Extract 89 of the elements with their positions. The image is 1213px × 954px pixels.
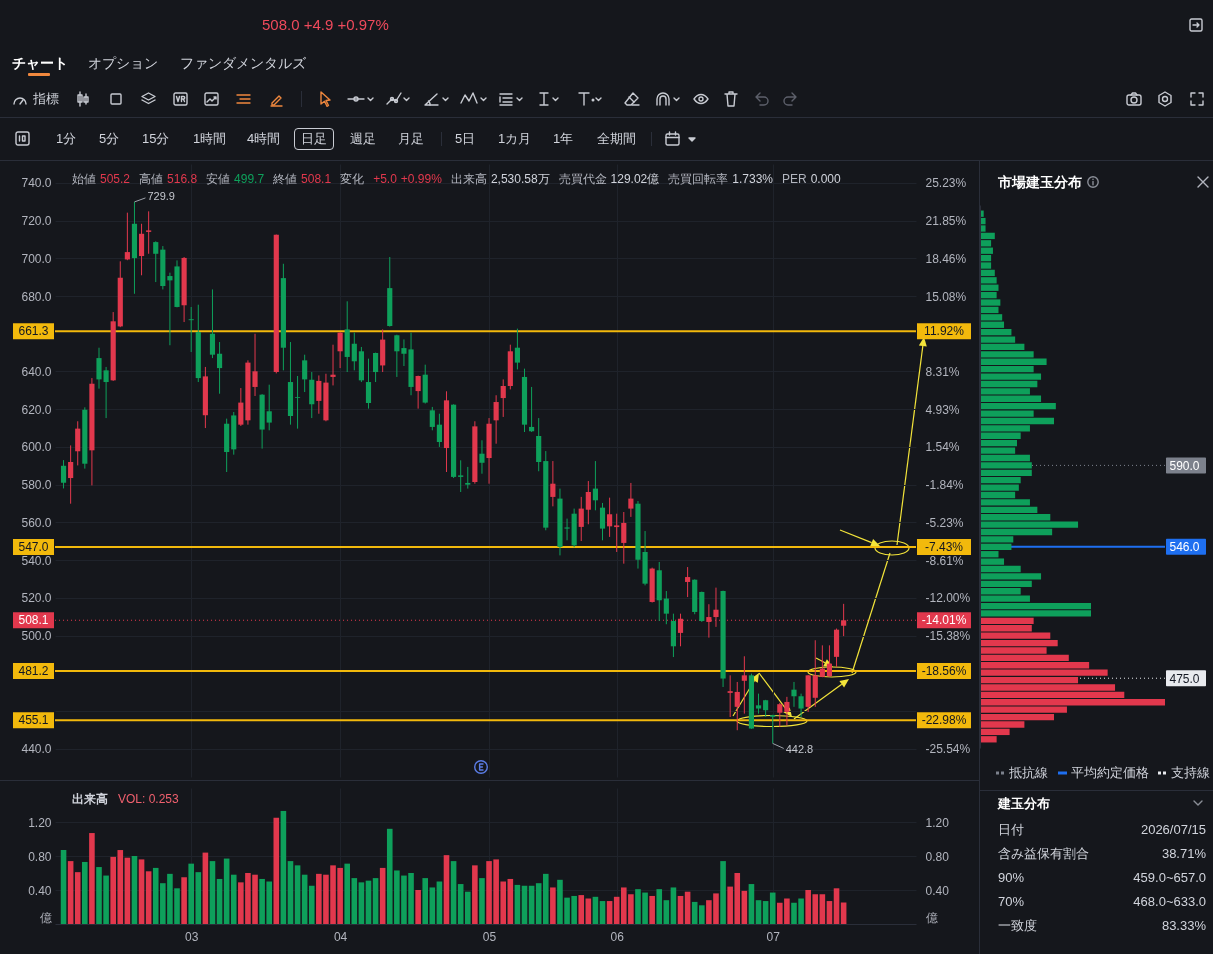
text: ファンダメンタルズ: [180, 54, 306, 72]
y2-tick-label: 15.08%: [925, 289, 967, 304]
text: 83.33%: [1161, 917, 1206, 935]
text: 1分: [56, 130, 77, 148]
y-tick-label: 720.0: [21, 214, 52, 229]
text: 70%: [998, 893, 1025, 911]
y-tick-label: 440.0: [21, 742, 52, 757]
x-tick-label: 07: [766, 929, 781, 944]
annotation: 442.8: [785, 743, 814, 756]
y2-tick-label: -5.23%: [925, 515, 964, 530]
text: 平均約定価格: [1070, 765, 1149, 782]
y-tick-label: 0.80: [28, 849, 52, 864]
y-tick-label: 0.40: [28, 883, 52, 898]
y2-tick-label: 0.40: [925, 883, 950, 898]
ref-line-label: 547.0: [18, 539, 49, 554]
y-tick-label: 546.0: [1169, 540, 1200, 555]
text: チャート: [12, 54, 68, 72]
y2-tick-label: -25.54%: [925, 742, 971, 757]
text: -18.56%: [921, 664, 967, 678]
y2-tick-label: -8.61%: [925, 553, 964, 568]
text: 459.0~657.0: [1133, 869, 1206, 887]
text: 4時間: [247, 130, 281, 148]
text: 建玉分布: [998, 795, 1050, 813]
y-tick-label: 540.0: [21, 553, 52, 568]
y2-tick-label: 0.80: [925, 849, 950, 864]
text: 2026/07/15: [1140, 821, 1206, 839]
y2-tick-label: -15.38%: [925, 628, 971, 643]
y2-tick-label: 18.46%: [925, 251, 967, 266]
text: 15分: [142, 130, 170, 148]
ref-line-label: 508.1: [18, 613, 49, 628]
y-tick-label: 580.0: [21, 478, 52, 493]
text: 11.92%: [924, 324, 965, 339]
y-tick-label: 640.0: [21, 364, 52, 379]
ref-line-label: 661.3: [18, 324, 49, 339]
text: 始値 505.2 高値 516.8 安値 499.7 終値 508.1 変化 +5.0 +0.99% 出来高 2,530.58万 売買代金 129.02億 売買回転率 1.733% PER 0.000: [72, 172, 841, 186]
text: オプション: [88, 54, 158, 72]
y-tick-label: 740.0: [21, 176, 52, 191]
text: 1カ月: [498, 130, 532, 148]
y-tick-label: 600.0: [21, 440, 52, 455]
y-tick-label: 700.0: [21, 251, 52, 266]
text: 1時間: [193, 130, 227, 148]
text: 日付: [998, 821, 1024, 839]
x-tick-label: 04: [333, 929, 348, 944]
ref-line-label: 481.2: [18, 664, 49, 678]
text: 含み益保有割合: [998, 845, 1089, 863]
text: 支持線: [1171, 765, 1210, 782]
text: 1年: [553, 130, 574, 148]
y2-tick-label: 4.93%: [925, 402, 960, 417]
y-tick-label: 680.0: [21, 289, 52, 304]
text: 月足: [398, 130, 424, 148]
text: 週足: [350, 130, 376, 148]
annotation: 729.9: [147, 189, 175, 202]
text: 468.0~633.0: [1133, 893, 1206, 911]
y-tick-label: 590.0: [1169, 458, 1200, 473]
y-tick-label: 620.0: [21, 402, 52, 417]
text: -14.01%: [921, 613, 967, 628]
text: 抵抗線: [1009, 765, 1048, 782]
y2-tick-label: 25.23%: [925, 176, 967, 191]
text: 指標: [33, 90, 59, 108]
text: -22.98%: [921, 713, 967, 728]
y2-tick-label: 1.54%: [925, 440, 960, 455]
text: -7.43%: [924, 539, 964, 554]
text: 一致度: [998, 917, 1037, 935]
y2-tick-label: 21.85%: [925, 214, 967, 229]
x-tick-label: 06: [610, 929, 625, 944]
chart-subtitle: VOL: 0.253: [118, 792, 180, 806]
x-tick-label: 03: [185, 929, 199, 944]
text: 38.71%: [1161, 845, 1206, 863]
text: 5分: [99, 130, 120, 148]
y2-tick-label: -12.00%: [925, 591, 971, 606]
ref-line-label: 455.1: [18, 713, 49, 728]
y-tick-label: 520.0: [21, 591, 52, 606]
y-tick-label: 1.20: [28, 815, 52, 830]
y2-tick-label: 1.20: [925, 815, 950, 830]
chart-title: 出来高: [72, 792, 108, 806]
y-tick-label: 500.0: [21, 629, 52, 644]
x-tick-label: 05: [482, 929, 497, 944]
chart-title: 市場建玉分布: [998, 173, 1082, 191]
y-tick-label: 560.0: [21, 515, 52, 530]
y2-tick-label: -1.84%: [925, 478, 964, 493]
text: 508.0 +4.9 +0.97%: [262, 16, 389, 34]
y-tick-label: 475.0: [1169, 671, 1200, 686]
y2-tick-label: 8.31%: [925, 364, 960, 379]
y-axis-title: 億: [39, 910, 52, 925]
text: 日足: [294, 128, 334, 150]
text: 90%: [998, 869, 1025, 887]
text: 全期間: [597, 130, 636, 148]
text: 5日: [455, 130, 476, 148]
y2-axis-title: 億: [925, 910, 938, 925]
